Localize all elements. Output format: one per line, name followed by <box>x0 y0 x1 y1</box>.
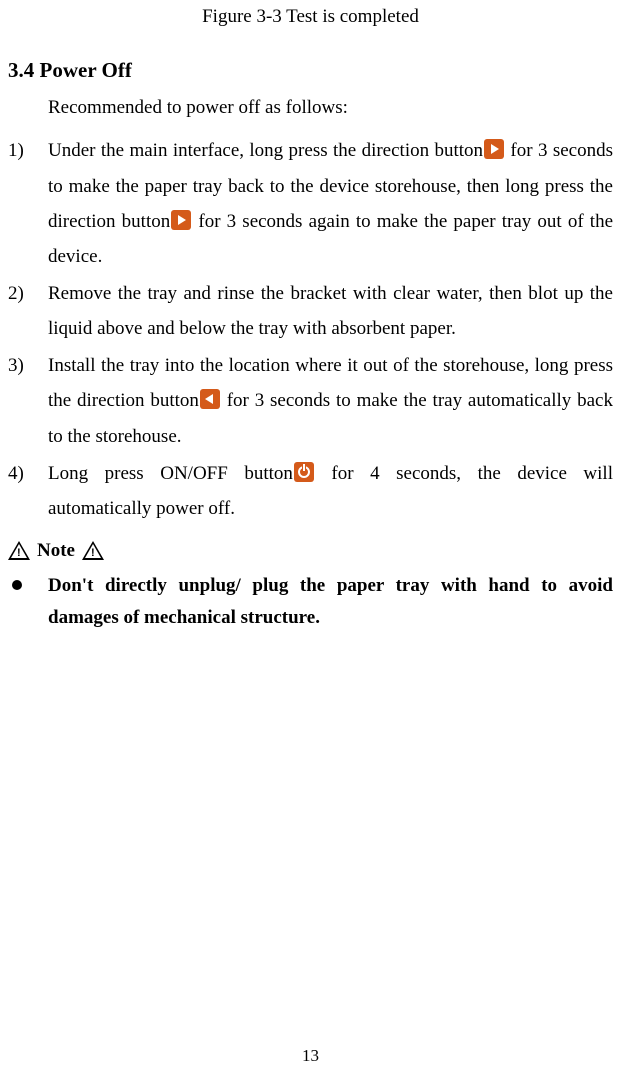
step-item: 3)Install the tray into the location whe… <box>8 348 613 453</box>
steps-list: 1) Under the main interface, long press t… <box>8 133 613 526</box>
power-icon <box>294 462 314 482</box>
arrow-right-icon <box>484 139 504 159</box>
arrow-left-icon <box>200 389 220 409</box>
step-item: 1) Under the main interface, long press t… <box>8 133 613 274</box>
section-heading: 3.4 Power Off <box>8 58 613 83</box>
intro-text: Recommended to power off as follows: <box>48 93 613 123</box>
note-row: ! Note ! <box>8 540 613 562</box>
arrow-right-icon <box>171 210 191 230</box>
step-text: Long press ON/OFF button <box>48 463 293 484</box>
warning-icon: ! <box>8 541 30 560</box>
step-text: Under the main interface, long press the… <box>48 140 483 161</box>
note-label: Note <box>37 540 75 562</box>
step-number: 3) <box>8 348 24 383</box>
figure-caption: Figure 3-3 Test is completed <box>8 6 613 28</box>
step-number: 4) <box>8 456 24 491</box>
note-bullet-list: Don't directly unplug/ plug the paper tr… <box>8 570 613 635</box>
step-item: 2) Remove the tray and rinse the bracket … <box>8 276 613 346</box>
note-bullet: Don't directly unplug/ plug the paper tr… <box>8 570 613 635</box>
manual-page: Figure 3-3 Test is completed 3.4 Power O… <box>0 6 621 1084</box>
step-text: Remove the tray and rinse the bracket wi… <box>48 283 613 339</box>
step-number: 2) <box>8 276 24 311</box>
step-number: 1) <box>8 133 24 168</box>
warning-icon: ! <box>82 541 104 560</box>
step-item: 4)Long press ON/OFF button for 4 seconds… <box>8 456 613 526</box>
page-number: 13 <box>0 1046 621 1066</box>
